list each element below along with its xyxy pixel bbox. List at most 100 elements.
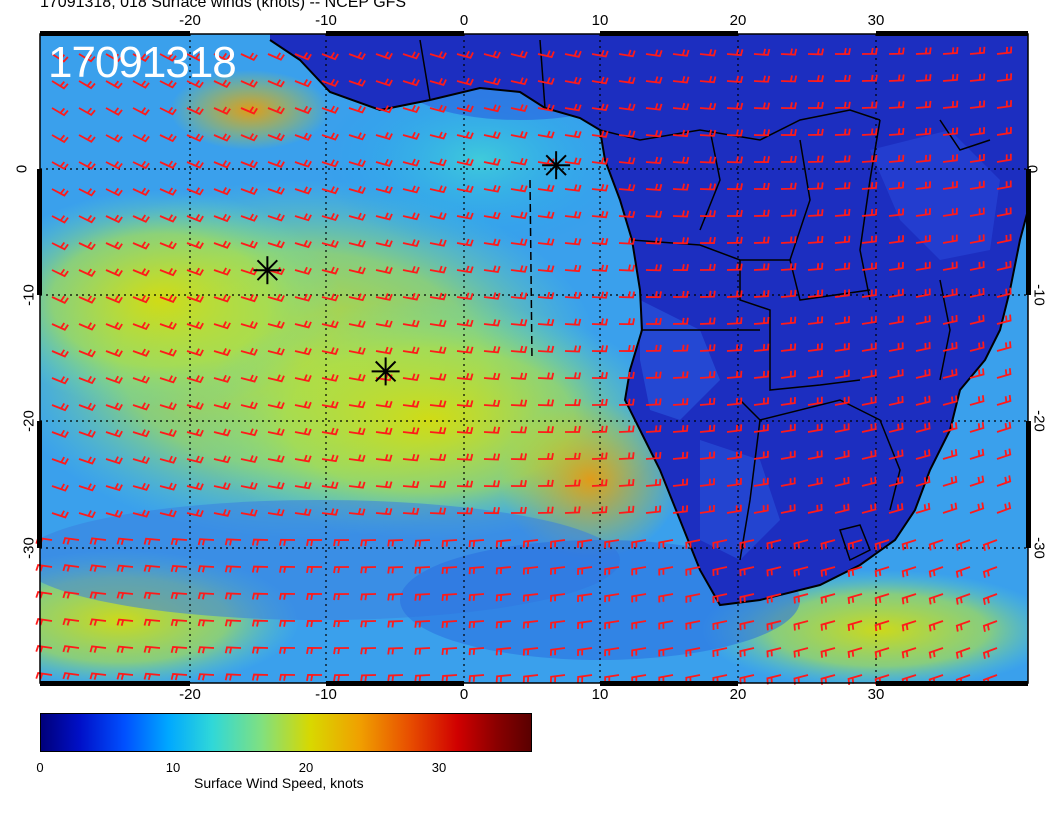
wind-barb	[116, 537, 134, 546]
wind-barb	[537, 238, 555, 246]
wind-barb	[116, 618, 134, 627]
wind-barb	[483, 480, 501, 488]
wind-barb	[213, 509, 231, 517]
wind-barb	[753, 290, 770, 298]
wind-barb	[699, 183, 717, 191]
wind-barb	[402, 266, 420, 274]
wind-barb	[874, 620, 890, 632]
wind-barb	[186, 348, 204, 357]
wind-barb	[834, 396, 850, 406]
wind-barb	[213, 428, 231, 437]
wind-barb	[537, 452, 554, 460]
wind-barb	[807, 75, 824, 83]
wind-barb	[820, 566, 836, 577]
wind-barb	[969, 421, 985, 433]
wind-barb	[996, 73, 1013, 82]
wind-barb	[510, 184, 528, 193]
wind-barb	[78, 402, 96, 411]
wind-barb	[942, 47, 959, 55]
wind-barb	[333, 647, 350, 655]
wind-barb	[969, 153, 985, 163]
wind-barb	[495, 674, 512, 683]
wind-barb	[294, 266, 312, 275]
wind-barb	[78, 80, 96, 90]
wind-barb	[105, 187, 123, 197]
wind-barb	[143, 645, 161, 654]
wind-barb	[375, 239, 393, 248]
wind-barb	[942, 475, 958, 487]
wind-barb	[631, 566, 647, 576]
wind-barb	[591, 372, 608, 380]
wind-barb	[456, 50, 474, 59]
wind-barb	[348, 320, 366, 328]
wind-barb	[468, 593, 485, 602]
wind-barb	[847, 566, 863, 577]
wind-barb	[834, 182, 851, 190]
wind-barb	[726, 183, 743, 191]
wind-barb	[402, 78, 420, 87]
wind-barb	[510, 292, 528, 300]
wind-barb	[348, 185, 366, 194]
wind-barb	[387, 539, 404, 547]
wind-barb	[996, 207, 1012, 217]
wind-barb	[549, 647, 566, 656]
wind-barb	[402, 453, 420, 462]
wind-barb	[631, 539, 647, 549]
wind-barb	[726, 343, 743, 352]
wind-barb	[240, 455, 258, 463]
wind-barb	[631, 647, 647, 657]
wind-barb	[549, 674, 566, 683]
wind-barb	[483, 292, 501, 300]
wind-barb	[658, 566, 674, 576]
wind-barb	[213, 401, 231, 410]
wind-barb	[915, 476, 931, 487]
station-markers	[253, 151, 571, 386]
wind-barb	[321, 159, 339, 168]
wind-barb	[402, 400, 420, 408]
wind-barb	[78, 510, 96, 519]
wind-barb	[224, 646, 242, 654]
wind-barb	[197, 646, 215, 654]
wind-barb	[793, 566, 809, 577]
wind-barb	[901, 647, 917, 659]
wind-barb	[348, 400, 366, 409]
wind-barb	[143, 618, 161, 627]
wind-barb	[645, 103, 663, 111]
wind-barb	[847, 593, 863, 604]
wind-barb	[348, 266, 366, 275]
wind-barb	[51, 402, 69, 412]
wind-barb	[672, 49, 690, 57]
wind-barb	[375, 480, 393, 489]
wind-barb	[224, 565, 242, 573]
wind-barb	[510, 77, 528, 86]
wind-barb	[456, 507, 474, 515]
wind-barb	[170, 645, 188, 654]
wind-barb	[834, 235, 851, 244]
wind-barb	[969, 261, 985, 271]
wind-barb	[982, 620, 998, 632]
wind-barb	[861, 423, 877, 433]
wind-barb	[672, 371, 689, 379]
wind-barb	[874, 566, 890, 578]
wind-barb	[645, 291, 662, 299]
wind-barb	[402, 373, 420, 381]
wind-barb	[213, 187, 231, 196]
wind-barb	[618, 318, 636, 326]
wind-barb	[456, 453, 474, 461]
wind-barb	[753, 156, 770, 164]
wind-barb	[793, 647, 809, 658]
wind-barb	[321, 105, 339, 114]
wind-barb	[564, 425, 581, 433]
wind-barb	[942, 502, 958, 514]
wind-barb	[240, 320, 258, 330]
wind-barb	[942, 422, 958, 433]
wind-barb	[888, 503, 904, 514]
wind-barb	[429, 265, 447, 274]
wind-barb	[294, 293, 312, 302]
wind-barb	[726, 156, 744, 164]
wind-barb	[78, 107, 96, 117]
wind-barb	[321, 400, 339, 409]
wind-barb	[294, 132, 312, 141]
wind-barb	[834, 369, 850, 379]
colorbar-tick: 20	[298, 760, 314, 775]
